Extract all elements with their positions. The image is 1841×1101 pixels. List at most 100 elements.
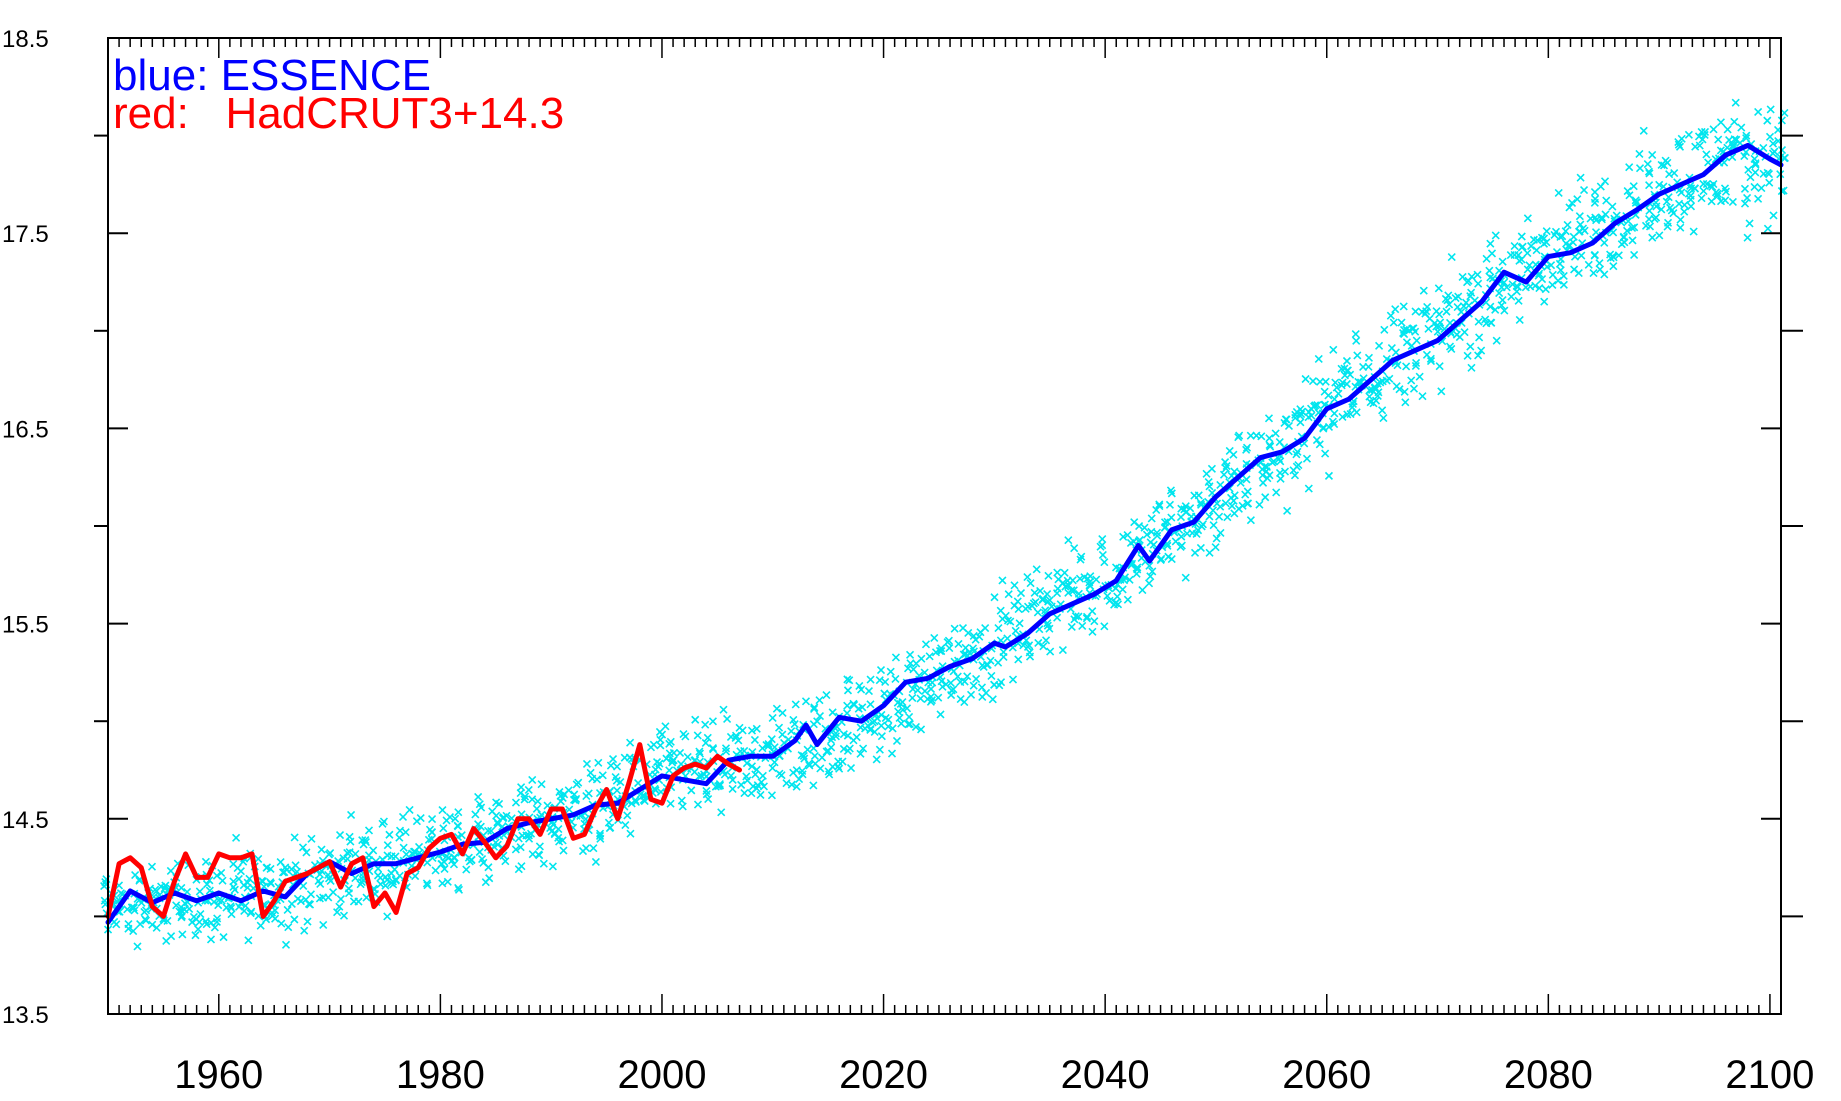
ensemble-point xyxy=(1517,255,1526,264)
ensemble-point xyxy=(981,688,991,697)
ensemble-point xyxy=(166,866,175,875)
ensemble-point xyxy=(1338,412,1347,421)
ensemble-point xyxy=(1601,210,1610,219)
ensemble-point xyxy=(1584,260,1593,269)
ensemble-point xyxy=(1535,284,1544,293)
ensemble-markers xyxy=(100,98,1789,951)
ensemble-point xyxy=(1144,579,1154,588)
ensemble-point xyxy=(1153,531,1162,540)
ensemble-point xyxy=(278,868,288,877)
ensemble-point xyxy=(1265,434,1274,443)
ensemble-point xyxy=(1550,230,1559,239)
ensemble-point xyxy=(1434,284,1443,293)
ensemble-point xyxy=(1780,153,1789,162)
ensemble-point xyxy=(1576,173,1585,182)
ensemble-point xyxy=(451,814,460,823)
ensemble-point xyxy=(1433,327,1442,336)
ensemble-point xyxy=(554,833,563,842)
ensemble-point xyxy=(1548,280,1557,290)
ensemble-point xyxy=(141,916,151,925)
ensemble-point xyxy=(1307,411,1316,420)
ensemble-point xyxy=(1492,336,1501,345)
ensemble-point xyxy=(1763,168,1772,177)
ensemble-point xyxy=(336,895,345,904)
ensemble-point xyxy=(467,856,476,865)
ensemble-point xyxy=(1684,189,1693,198)
ensemble-point xyxy=(564,786,573,795)
ensemble-point xyxy=(768,713,777,723)
ensemble-point xyxy=(1591,213,1600,222)
ensemble-point xyxy=(1395,385,1404,394)
ensemble-point xyxy=(1006,617,1015,626)
ensemble-point xyxy=(988,695,997,704)
ensemble-point xyxy=(335,902,344,911)
ensemble-point xyxy=(1411,361,1420,370)
ensemble-point xyxy=(574,778,583,787)
ensemble-point xyxy=(1695,141,1704,150)
ensemble-point xyxy=(217,896,226,905)
ensemble-point xyxy=(759,782,768,791)
ensemble-point xyxy=(1435,362,1444,371)
ensemble-point xyxy=(843,675,852,684)
ensemble-point xyxy=(347,810,356,820)
ensemble-point xyxy=(1216,502,1225,511)
ensemble-point xyxy=(767,791,776,800)
ensemble-point xyxy=(969,681,978,690)
ensemble-point xyxy=(1064,536,1073,545)
ensemble-point xyxy=(136,919,145,929)
ensemble-point xyxy=(1648,233,1657,242)
ensemble-point xyxy=(1297,410,1306,419)
ensemble-point xyxy=(1486,273,1495,282)
ensemble-point xyxy=(787,780,796,789)
ensemble-point xyxy=(1100,622,1109,631)
ensemble-point xyxy=(449,853,458,862)
ensemble-point xyxy=(721,744,731,753)
ensemble-point xyxy=(626,738,635,747)
ensemble-point xyxy=(1329,345,1338,354)
ensemble-point xyxy=(1132,569,1141,578)
ensemble-point xyxy=(897,719,906,728)
ensemble-point xyxy=(998,614,1007,623)
ensemble-point xyxy=(1067,586,1076,595)
ensemble-point xyxy=(1525,261,1534,270)
ensemble-point xyxy=(1208,506,1218,515)
ensemble-point xyxy=(1221,464,1230,473)
ensemble-point xyxy=(1657,205,1666,214)
ensemble-point xyxy=(1053,568,1062,577)
ensemble-point xyxy=(1216,480,1225,490)
ensemble-point xyxy=(936,710,945,719)
ensemble-point xyxy=(1186,504,1195,513)
ensemble-point xyxy=(387,852,396,861)
ensemble-point xyxy=(454,885,464,894)
ensemble-point xyxy=(1487,249,1497,258)
ensemble-point xyxy=(1424,324,1433,333)
ensemble-point xyxy=(777,771,786,780)
ensemble-point xyxy=(975,632,984,641)
ensemble-point xyxy=(1003,634,1012,643)
ensemble-point xyxy=(188,918,197,927)
ensemble-point xyxy=(623,811,632,820)
ensemble-point xyxy=(1284,421,1294,430)
ensemble-point xyxy=(178,930,187,939)
ensemble-point xyxy=(858,703,867,712)
ensemble-point xyxy=(877,721,886,730)
ensemble-point xyxy=(369,846,378,855)
ensemble-marker-group xyxy=(100,98,1789,951)
ensemble-point xyxy=(1123,595,1132,604)
ensemble-point xyxy=(795,774,804,784)
ensemble-point xyxy=(1645,222,1655,231)
ensemble-point xyxy=(1675,199,1684,208)
ensemble-point xyxy=(214,896,223,905)
ensemble-point xyxy=(778,708,787,717)
ensemble-point xyxy=(351,849,360,859)
ensemble-point xyxy=(475,847,484,857)
ensemble-point xyxy=(1669,209,1678,218)
ensemble-point xyxy=(356,880,365,889)
x-tick-label: 2100 xyxy=(1725,1053,1814,1097)
ensemble-point xyxy=(1619,233,1628,242)
ensemble-point xyxy=(1561,227,1570,236)
ensemble-point xyxy=(1554,188,1563,198)
ensemble-point xyxy=(1292,450,1301,459)
ensemble-point xyxy=(843,701,852,710)
ensemble-point xyxy=(354,897,363,906)
